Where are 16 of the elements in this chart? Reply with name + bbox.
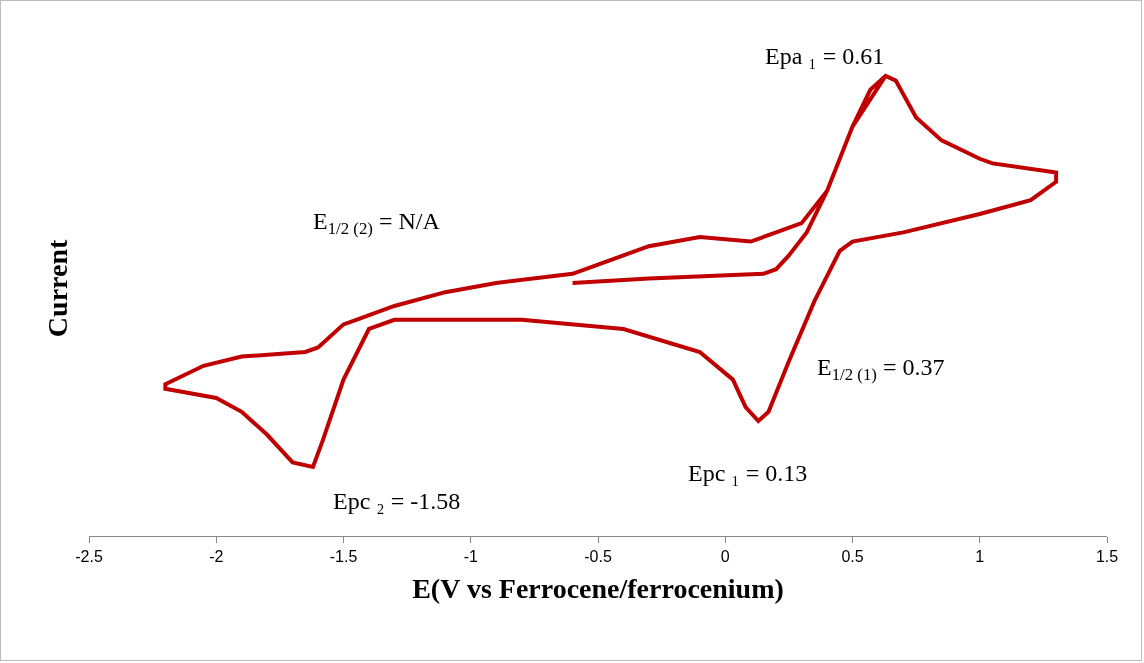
x-tick-label: -1 xyxy=(463,548,478,566)
x-tick-label: 1 xyxy=(975,548,985,566)
text: Epa ₁ = 0.61 xyxy=(765,43,885,69)
x-tick-label: -2 xyxy=(209,548,224,566)
annotation: E$_{1/2 (1)}$ = 0.37 xyxy=(817,354,945,385)
annotation: Epc ₁ = 0.13 xyxy=(688,460,808,486)
x-axis-title: E(V vs Ferrocene/ferrocenium) xyxy=(412,573,784,605)
x-tick-label: -0.5 xyxy=(584,548,612,566)
y-axis-title: Current xyxy=(42,238,74,338)
x-tick-label: 1.5 xyxy=(1095,548,1119,566)
x-tick-label: 0 xyxy=(720,548,730,566)
x-tick-label: 0.5 xyxy=(841,548,864,566)
x-tick-label: -2.5 xyxy=(75,548,103,566)
annotation: Epc ₂ = -1.58 xyxy=(333,488,461,514)
annotation: E$_{1/2 (2)}$ = N/A xyxy=(313,208,441,239)
x-tick-label: -1.5 xyxy=(329,548,358,566)
